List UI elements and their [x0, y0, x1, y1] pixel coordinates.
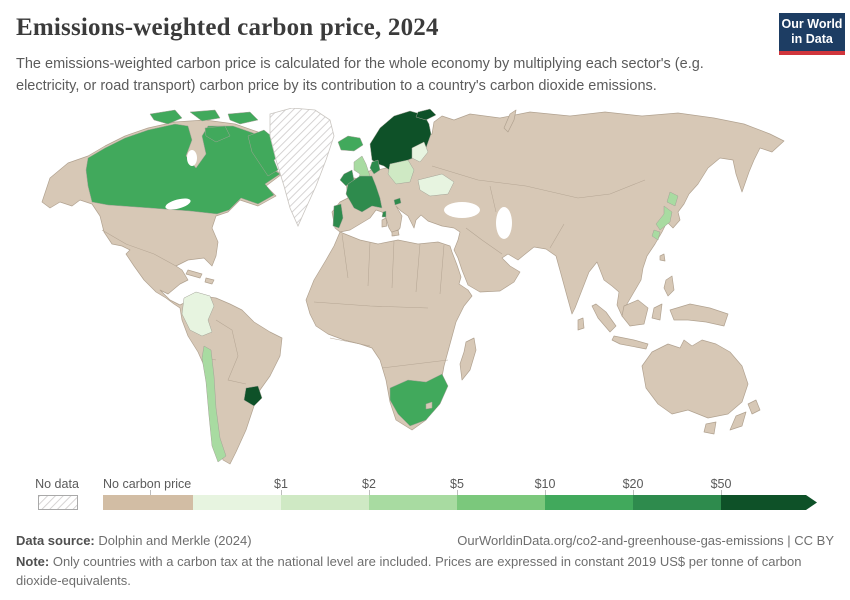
country-madagascar[interactable]: [459, 337, 477, 381]
legend-swatch-bin1[interactable]: [193, 495, 281, 510]
legend-tickmark: [281, 490, 282, 496]
chart-note: Note: Only countries with a carbon tax a…: [16, 554, 802, 588]
country-colombia[interactable]: [181, 291, 215, 337]
lake-black-sea: [444, 202, 480, 218]
lake-great-lakes: [165, 198, 191, 210]
owid-logo[interactable]: Our World in Data: [779, 13, 845, 55]
legend-swatch-bin7[interactable]: [721, 495, 817, 510]
legend-tick-10: $10: [534, 477, 556, 491]
legend-tick-1: $1: [274, 477, 288, 491]
country-canada-arctic-1[interactable]: [149, 109, 183, 125]
legend-swatch-bin5[interactable]: [545, 495, 633, 510]
country-france[interactable]: [345, 175, 383, 213]
country-australia[interactable]: [641, 339, 749, 419]
legend-tickmark: [369, 490, 370, 496]
legend-tickmark: [545, 490, 546, 496]
country-svalbard[interactable]: [415, 108, 437, 121]
country-baltics[interactable]: [411, 141, 429, 163]
country-new-guinea[interactable]: [669, 303, 729, 327]
legend-tickmark: [457, 490, 458, 496]
note-label: Note:: [16, 554, 50, 569]
legend-tickmark: [721, 490, 722, 496]
country-africa-base[interactable]: [305, 231, 473, 431]
legend-swatch-bin4[interactable]: [457, 495, 545, 510]
country-ukraine[interactable]: [417, 173, 455, 197]
page-title: Emissions-weighted carbon price, 2024: [16, 14, 439, 41]
legend-swatch-no-data[interactable]: [38, 495, 78, 510]
data-source: Data source: Dolphin and Merkle (2024): [16, 533, 252, 548]
country-canada-arctic-2[interactable]: [189, 109, 221, 122]
country-tasmania[interactable]: [703, 421, 717, 435]
country-sardinia[interactable]: [381, 217, 388, 228]
country-taiwan[interactable]: [659, 253, 666, 262]
chart-footer: Data source: Dolphin and Merkle (2024) O…: [16, 533, 834, 591]
country-eurasia-base[interactable]: [331, 111, 785, 317]
country-indonesia-sumatra[interactable]: [591, 303, 617, 333]
country-indonesia-sulawesi[interactable]: [651, 303, 663, 321]
lake-hudson-edge: [187, 150, 197, 166]
legend-tick-20: $20: [622, 477, 644, 491]
country-south-africa[interactable]: [389, 373, 449, 427]
owid-logo-red-bar: [779, 51, 845, 55]
country-sicily[interactable]: [391, 229, 400, 237]
legend-swatch-bin2[interactable]: [281, 495, 369, 510]
country-canada-victoria[interactable]: [204, 125, 231, 143]
country-slovenia[interactable]: [393, 197, 402, 206]
legend-color-bar: [103, 495, 817, 510]
legend-tick-50: $50: [710, 477, 732, 491]
chart-subtitle: The emissions-weighted carbon price is c…: [16, 56, 704, 94]
legend-no-price-label: No carbon price: [103, 477, 192, 491]
country-iceland[interactable]: [337, 135, 364, 152]
country-uruguay[interactable]: [243, 385, 263, 407]
country-portugal[interactable]: [332, 203, 344, 229]
country-japan-kyushu[interactable]: [651, 229, 661, 241]
country-cuba[interactable]: [185, 269, 203, 279]
country-new-zealand-south[interactable]: [729, 411, 747, 431]
legend-swatch-bin3[interactable]: [369, 495, 457, 510]
country-indonesia-java[interactable]: [611, 335, 649, 350]
country-japan-hokkaido[interactable]: [666, 191, 679, 207]
country-greenland[interactable]: [269, 107, 335, 227]
country-new-zealand-north[interactable]: [747, 399, 761, 415]
country-denmark[interactable]: [369, 159, 381, 175]
country-borders: [101, 165, 646, 385]
country-corsica[interactable]: [381, 210, 387, 218]
legend-swatch-no-price[interactable]: [103, 495, 193, 510]
country-sri-lanka[interactable]: [577, 317, 585, 331]
island-novaya-zemlya[interactable]: [503, 109, 517, 133]
legend-swatch-bin6[interactable]: [633, 495, 721, 510]
legend-no-data-label: No data: [35, 477, 79, 491]
country-indonesia-borneo[interactable]: [621, 299, 649, 327]
legend-tick-2: $2: [362, 477, 376, 491]
legend-tickmark: [633, 490, 634, 496]
data-source-label: Data source:: [16, 533, 95, 548]
legend-tickmark: [150, 490, 151, 496]
legend-tick-5: $5: [450, 477, 464, 491]
country-japan-honshu[interactable]: [655, 205, 673, 231]
country-poland[interactable]: [387, 159, 415, 185]
country-philippines[interactable]: [663, 275, 675, 297]
source-link[interactable]: OurWorldinData.org/co2-and-greenhouse-ga…: [457, 533, 834, 548]
country-hispaniola[interactable]: [204, 277, 215, 285]
world-map: [30, 107, 820, 470]
map-lakes: [165, 150, 512, 239]
country-chile[interactable]: [201, 345, 227, 463]
lake-caspian-sea: [496, 207, 512, 239]
country-lesotho[interactable]: [425, 401, 433, 410]
owid-logo-text: Our World in Data: [779, 13, 845, 51]
country-canada-arctic-3[interactable]: [227, 111, 259, 125]
